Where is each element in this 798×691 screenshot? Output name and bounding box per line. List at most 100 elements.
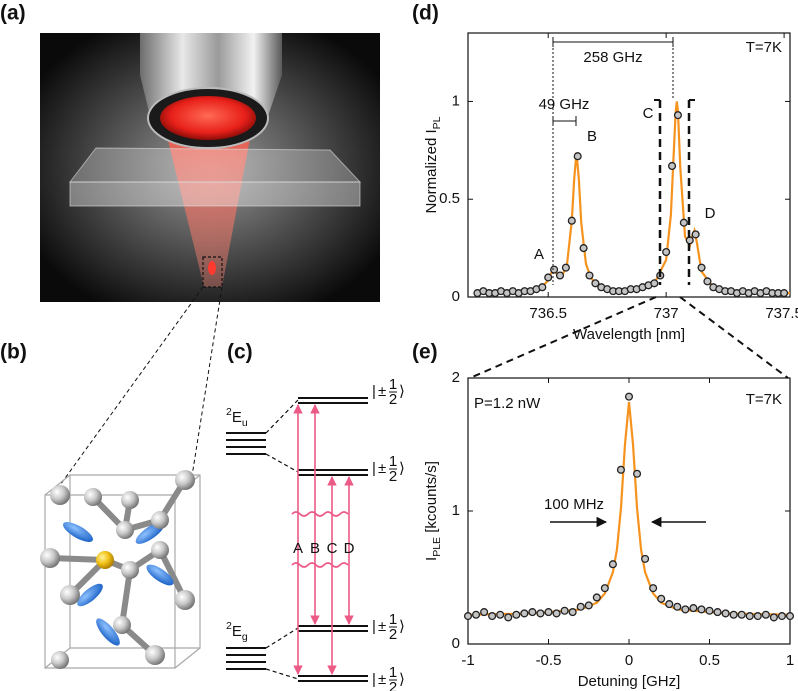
text-part: Normalized I [423, 129, 440, 213]
data-point [555, 271, 565, 280]
data-point [697, 263, 706, 272]
x-tick-label: 0.5 [699, 652, 720, 669]
data-point [536, 609, 545, 618]
data-point [737, 610, 746, 619]
ket-close: ⟩ [399, 383, 405, 400]
annotation-line [679, 296, 789, 379]
annotation: P=1.2 nW [474, 395, 541, 412]
data-point [567, 216, 576, 225]
ket-close: ⟩ [399, 618, 405, 635]
ket-num: 1 [389, 611, 397, 628]
annotation: T=7K [746, 391, 782, 408]
ket-den: 2 [389, 679, 397, 691]
data-point [624, 392, 634, 401]
ket-num: 1 [389, 664, 397, 681]
data-point [780, 289, 789, 298]
x-tick-label: 736.5 [529, 305, 567, 322]
data-point [528, 608, 537, 617]
data-point [471, 610, 481, 619]
y-tick-label: 2 [452, 369, 460, 386]
data-point [496, 610, 505, 619]
text-part: 2 [226, 620, 232, 632]
fit-curve [467, 401, 791, 616]
data-point [650, 279, 659, 288]
annotation: 49 GHz [539, 96, 590, 113]
data-point [591, 279, 600, 288]
data-point [550, 265, 559, 274]
y-tick-label: 1 [452, 92, 460, 109]
data-point [713, 608, 722, 617]
data-point [673, 602, 682, 611]
data-point [592, 593, 601, 602]
data-point [561, 263, 570, 272]
text-part: 2 [226, 406, 232, 418]
text-part: PL [431, 116, 443, 129]
data-point [616, 465, 625, 474]
ket-close: ⟩ [399, 460, 405, 477]
data-point [608, 560, 617, 569]
text-part: PLE [431, 537, 443, 557]
data-point [520, 609, 529, 618]
data-point [662, 247, 671, 257]
transition-label: D [344, 540, 355, 557]
data-point [657, 594, 666, 603]
data-point [679, 218, 688, 227]
ket-sign: ± [378, 460, 386, 477]
data-point [761, 610, 770, 619]
data-point [488, 612, 497, 621]
data-point [538, 283, 547, 292]
data-point [544, 608, 553, 617]
data-point [681, 605, 690, 614]
data-point [703, 277, 712, 286]
x-tick-label: 737 [654, 305, 679, 322]
ket-den: 2 [389, 626, 397, 643]
y-axis-label: IPLE [kcounts/s] [423, 461, 443, 561]
panel-label: (c) [227, 341, 253, 364]
data-point [785, 612, 795, 621]
data-point [568, 608, 577, 617]
data-point [649, 584, 658, 593]
y-tick-label: 0 [452, 635, 460, 652]
panel-label: (d) [412, 2, 439, 25]
y-tick-label: 0 [452, 288, 460, 305]
data-point [573, 152, 582, 161]
x-tick-label: -0.5 [536, 652, 562, 669]
annotation: T=7K [746, 39, 782, 56]
ket-open: | [372, 618, 376, 635]
data-point [579, 244, 588, 253]
data-point [769, 613, 778, 622]
text-part: E [232, 409, 242, 426]
data-point [552, 609, 561, 618]
ket-sign: ± [378, 671, 386, 688]
data-point [584, 601, 593, 610]
data-point [721, 609, 730, 618]
ket-open: | [372, 671, 376, 688]
data-point [691, 230, 700, 239]
panel-label: (a) [0, 2, 26, 25]
y-axis-label: Normalized IPL [423, 116, 443, 213]
data-point [585, 271, 594, 280]
data-point [777, 612, 786, 621]
peak-label: D [705, 205, 716, 222]
ket-num: 1 [389, 376, 397, 393]
x-axis-label: Detuning [GHz] [578, 673, 681, 690]
text-part: I [423, 557, 440, 561]
annotation: 258 GHz [583, 49, 642, 66]
data-point [705, 606, 714, 615]
ket-num: 1 [389, 453, 397, 470]
ket-den: 2 [389, 391, 397, 408]
transition-label: A [293, 540, 303, 557]
x-axis-label: Wavelength [nm] [573, 326, 685, 343]
peak-label: B [587, 128, 597, 145]
ket-close: ⟩ [399, 671, 405, 688]
data-point [665, 600, 674, 609]
data-point [463, 612, 473, 621]
charts: 736.5 737 737.5 0 0.5 1 Wavelength [nm] Normali… [423, 32, 798, 690]
text-part: [kcounts/s] [423, 461, 440, 537]
plot-frame [467, 377, 791, 645]
annotation: 100 MHz [544, 496, 604, 513]
data-point [673, 111, 682, 120]
y-tick-label: 1 [452, 502, 460, 519]
data-point [504, 613, 513, 622]
text-part: E [232, 623, 242, 640]
